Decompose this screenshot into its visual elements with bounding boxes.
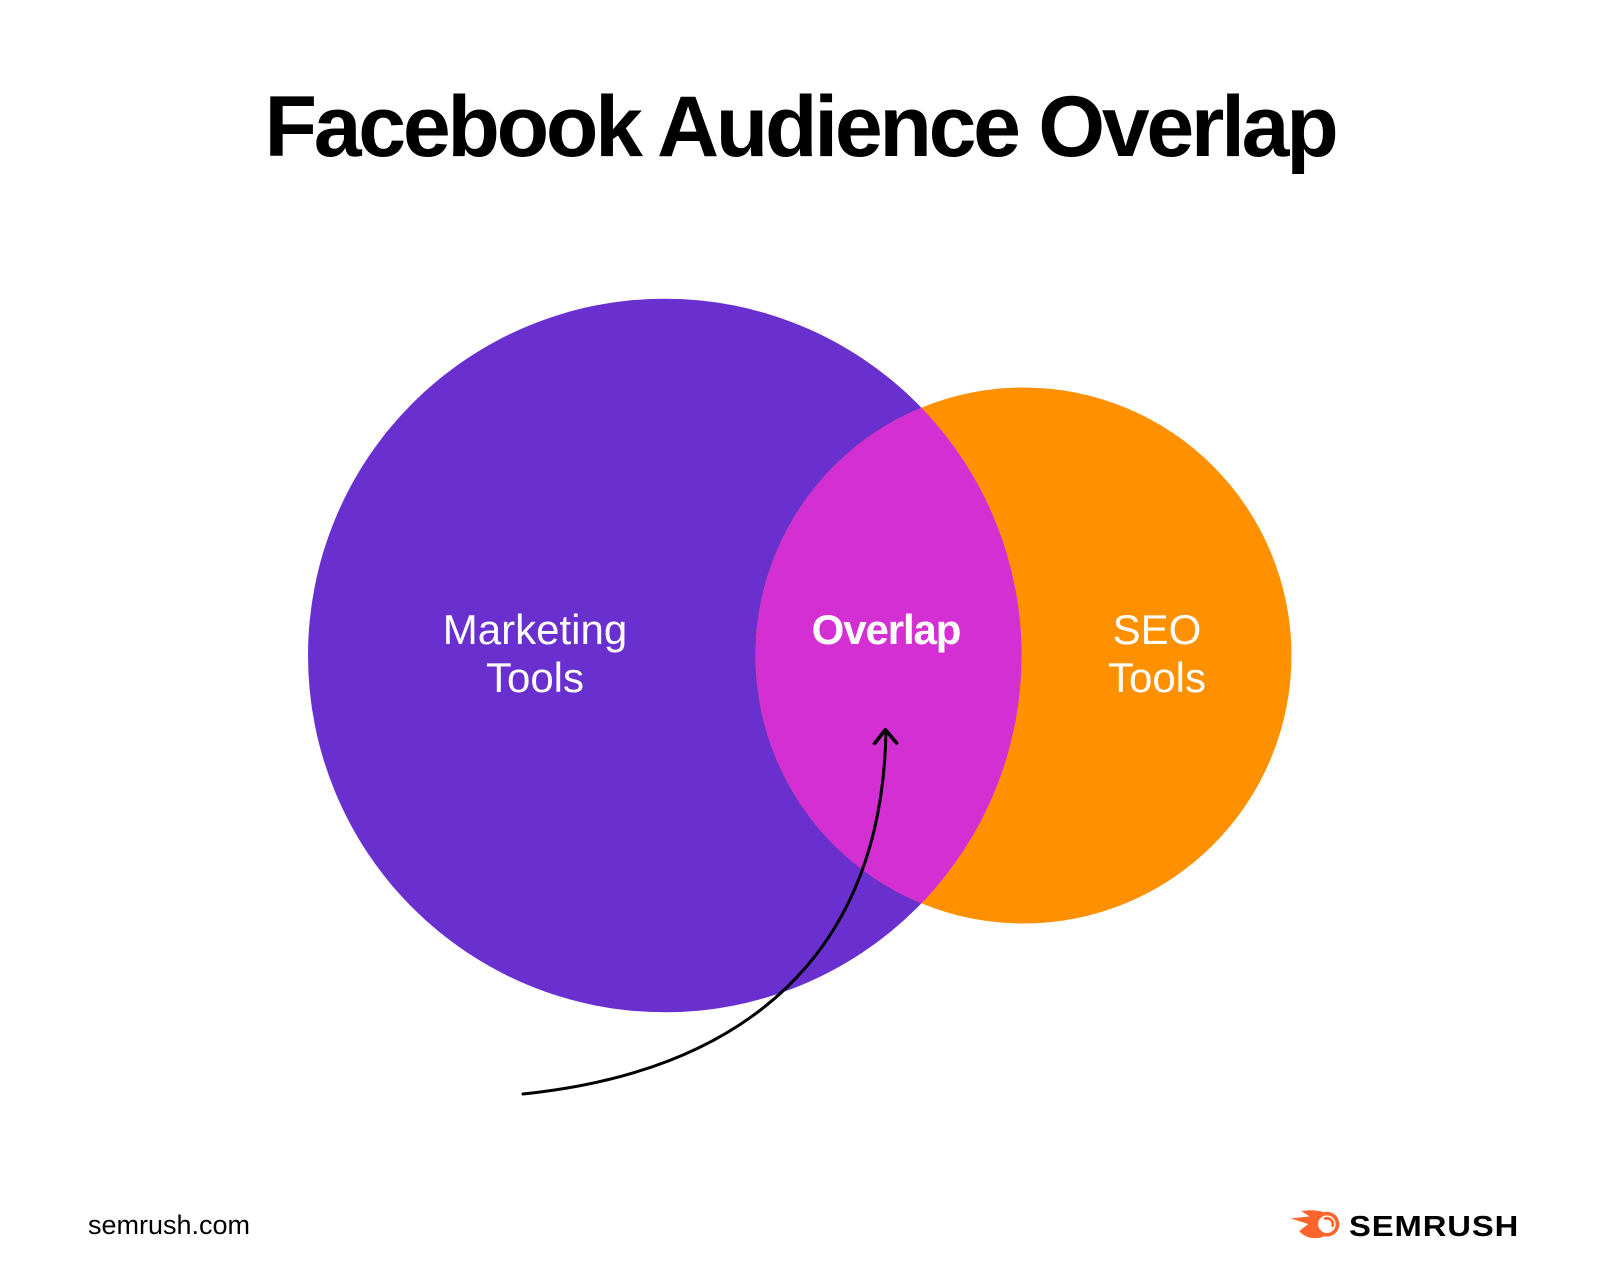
svg-text:SEMRUSH: SEMRUSH	[1349, 1210, 1519, 1243]
